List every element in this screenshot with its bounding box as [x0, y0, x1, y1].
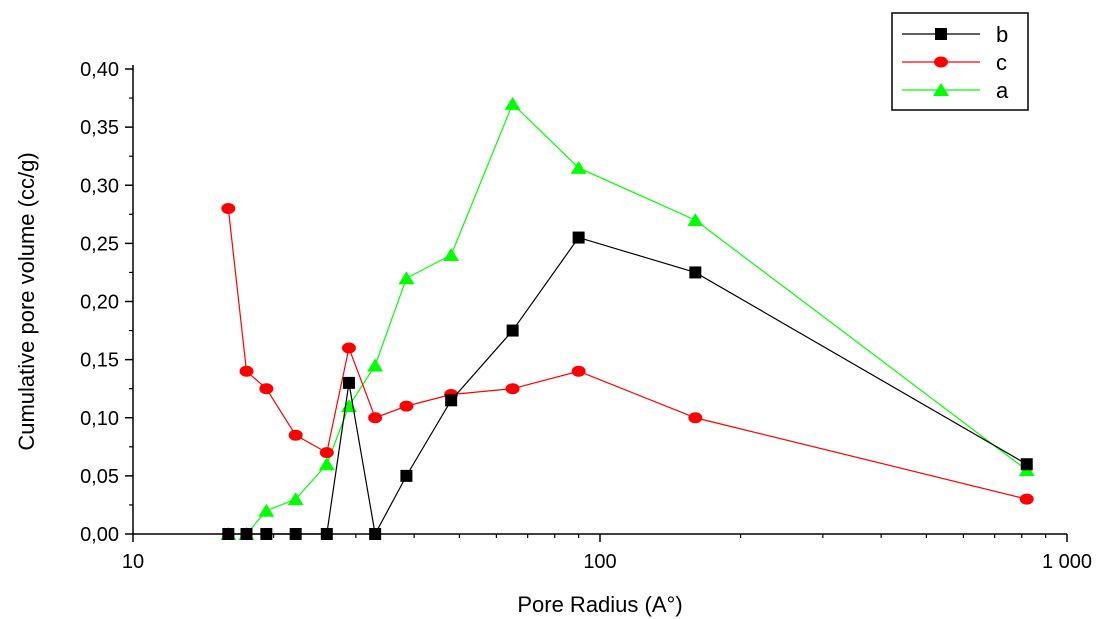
- y-tick-label: 0,10: [80, 408, 119, 430]
- data-point-triangle: [287, 492, 304, 506]
- data-point-circle: [341, 342, 356, 354]
- data-point-circle: [505, 383, 520, 395]
- legend-label-c: c: [996, 50, 1007, 75]
- data-point-circle: [259, 383, 274, 395]
- data-point-square: [506, 324, 519, 337]
- data-point-circle: [399, 400, 414, 412]
- x-tick-label: 100: [583, 551, 616, 573]
- y-tick-label: 0,15: [80, 350, 119, 372]
- data-point-triangle: [504, 96, 521, 110]
- data-point-circle: [571, 365, 586, 377]
- data-point-circle: [221, 203, 236, 214]
- data-point-square: [320, 528, 333, 540]
- data-point-circle: [368, 412, 383, 424]
- series-a: [220, 96, 1035, 540]
- x-tick-label: 1 000: [1042, 551, 1092, 573]
- data-point-square: [222, 528, 235, 540]
- series-layer: [220, 96, 1035, 540]
- data-point-square: [689, 266, 702, 279]
- y-tick-label: 0,30: [80, 175, 119, 197]
- data-point-circle: [934, 56, 948, 68]
- legend-label-b: b: [996, 22, 1008, 47]
- legend-label-a: a: [996, 78, 1009, 103]
- data-point-circle: [319, 447, 334, 459]
- data-point-square: [240, 528, 253, 540]
- data-point-triangle: [443, 248, 460, 261]
- data-point-triangle: [687, 213, 704, 227]
- data-point-square: [1020, 458, 1033, 471]
- data-point-triangle: [318, 457, 335, 471]
- data-point-circle: [688, 412, 703, 424]
- data-point-triangle: [367, 358, 384, 372]
- x-axis-title: Pore Radius (A°): [517, 592, 682, 617]
- x-tick-label: 10: [122, 551, 144, 573]
- series-b: [222, 231, 1033, 540]
- data-point-triangle: [933, 83, 949, 96]
- axes: 0,00 0,05 0,10 0,15 0,20 0,25 0,30 0,35 0,40 10 10…: [80, 59, 1092, 573]
- data-point-square: [445, 394, 458, 407]
- y-tick-label: 0,40: [80, 59, 119, 81]
- data-point-square: [289, 528, 302, 540]
- data-point-triangle: [258, 503, 275, 517]
- y-tick-label: 0,20: [80, 292, 119, 314]
- y-tick-label: 0,25: [80, 233, 119, 255]
- data-point-triangle: [570, 160, 587, 174]
- legend: bca: [891, 12, 1029, 111]
- data-point-circle: [288, 429, 303, 441]
- y-axis-title: Cumulative pore volume (cc/g): [14, 152, 39, 450]
- series-c: [221, 203, 1034, 505]
- data-point-square: [260, 528, 273, 540]
- data-point-triangle: [340, 399, 357, 413]
- data-point-square: [935, 28, 947, 40]
- y-tick-label: 0,35: [80, 117, 119, 139]
- data-point-triangle: [398, 271, 415, 285]
- y-tick-label: 0,05: [80, 466, 119, 488]
- data-point-square: [400, 469, 413, 482]
- y-tick-label: 0,00: [80, 524, 119, 546]
- data-point-circle: [1019, 493, 1034, 505]
- data-point-circle: [239, 365, 254, 377]
- data-point-square: [572, 231, 585, 244]
- data-point-square: [369, 528, 382, 540]
- data-point-square: [342, 376, 355, 389]
